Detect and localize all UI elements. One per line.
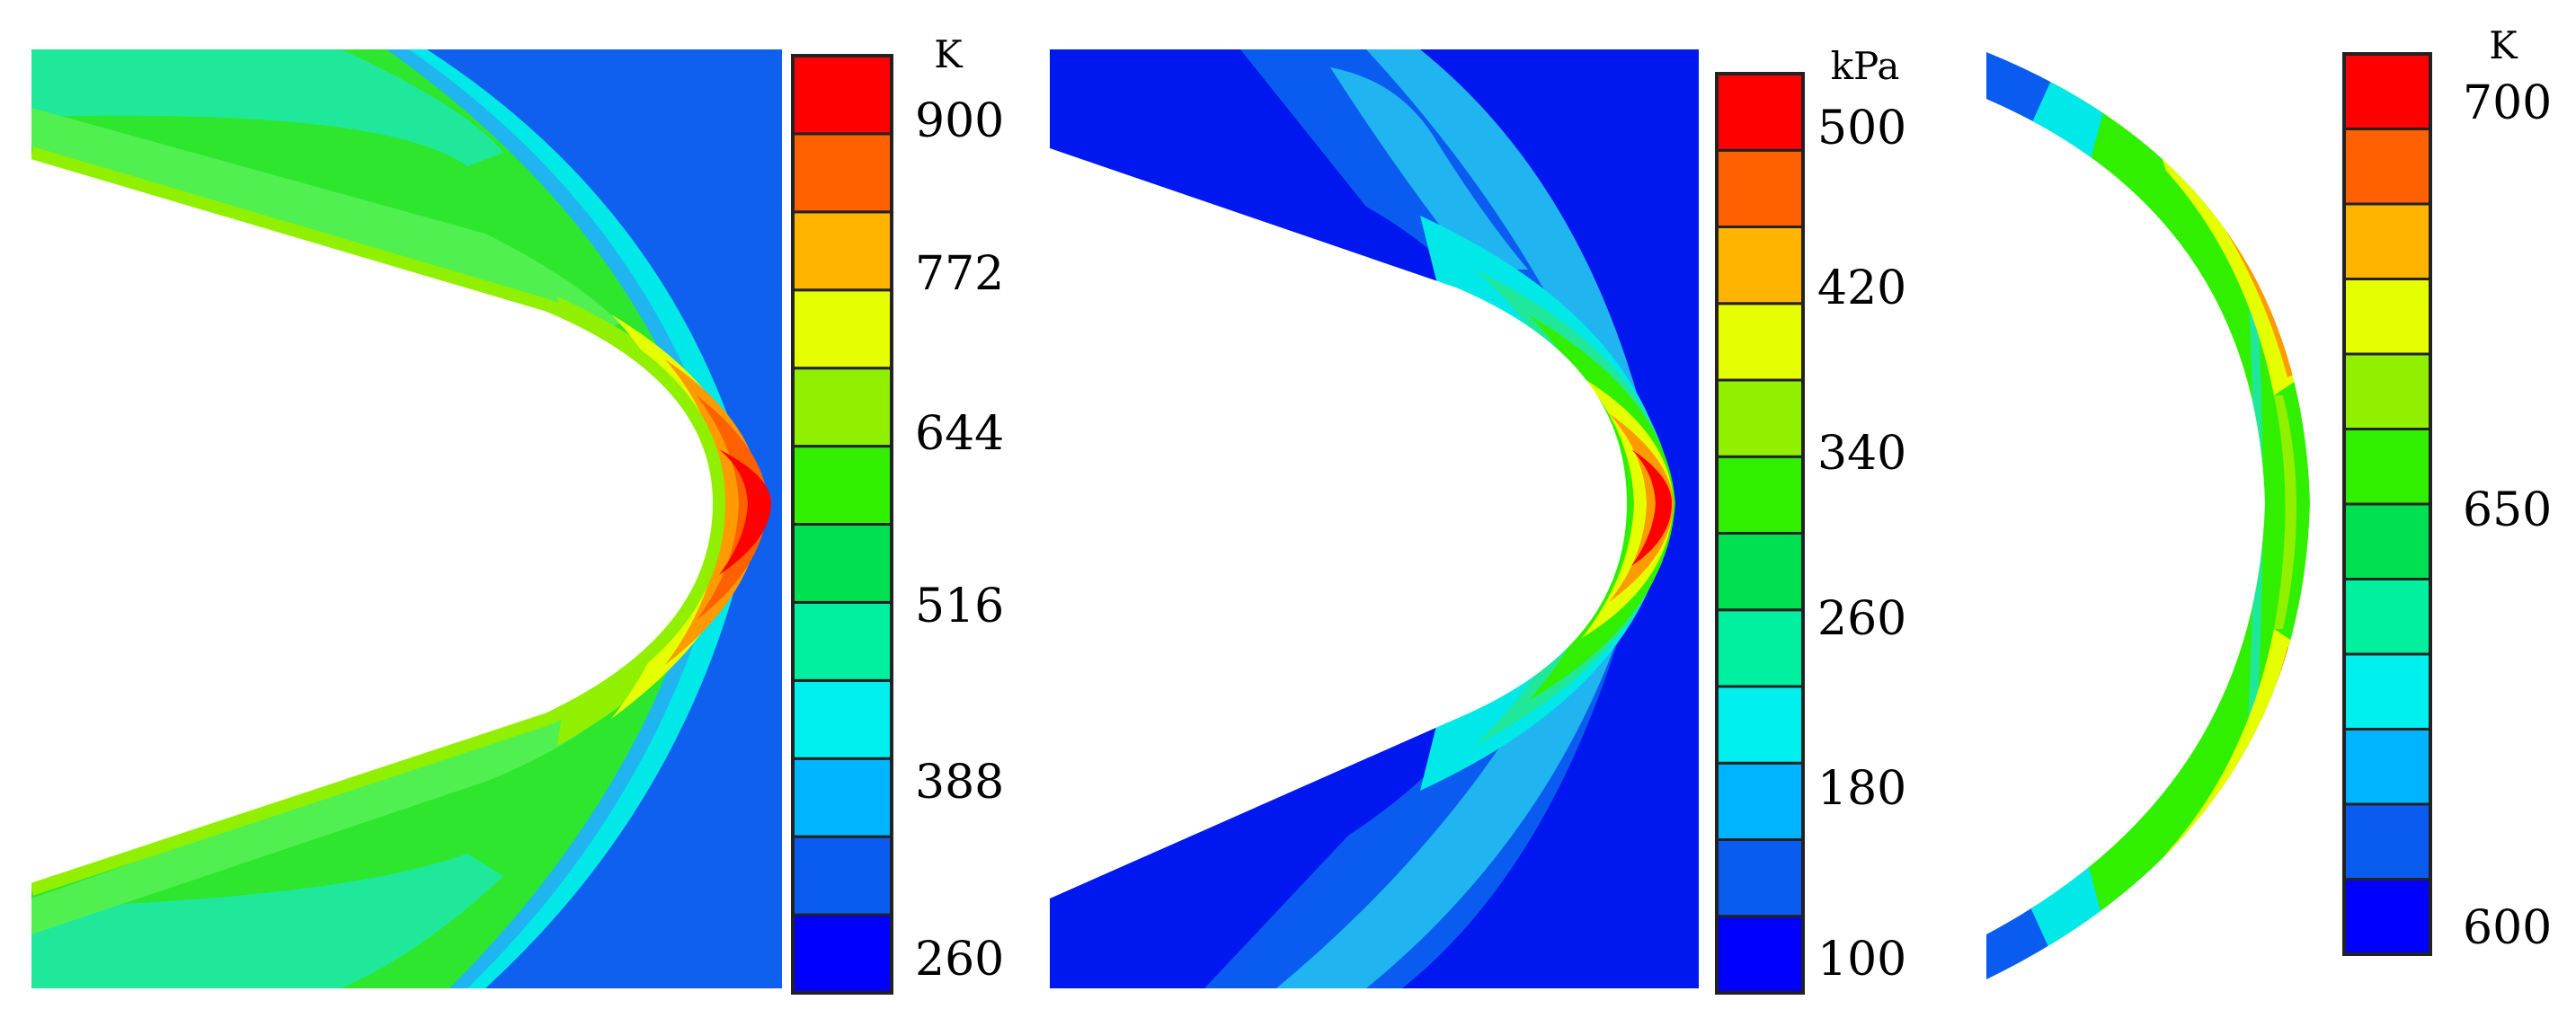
temperature-colorbar-swatch: [791, 445, 893, 527]
wall-temperature-colorbar-swatch: [2342, 428, 2432, 506]
temperature-tick-388: 388: [915, 756, 1004, 810]
pressure-tick-180: 180: [1817, 762, 1906, 816]
temperature-colorbar-swatch: [791, 600, 893, 682]
wall-temperature-colorbar-swatch: [2342, 202, 2432, 280]
pressure-yellow-layer: [1582, 377, 1674, 638]
temperature-colorbar-swatch: [791, 835, 893, 916]
pressure-colorbar-swatch: [1715, 226, 1805, 305]
pressure-colorbar-swatch: [1715, 761, 1805, 841]
temperature-light-green-upper: [31, 108, 620, 341]
pressure-colorbar-swatch: [1715, 838, 1805, 918]
pressure-tick-100: 100: [1817, 933, 1906, 987]
temperature-colorbar-swatch: [791, 132, 893, 214]
pressure-colorbar-swatch: [1715, 378, 1805, 458]
wall-tick-600: 600: [2463, 901, 2552, 955]
temperature-tick-644: 644: [915, 407, 1004, 461]
pressure-colorbar: kPa 500 420 340 260 180 100: [1715, 44, 1906, 995]
temperature-tick-772: 772: [915, 247, 1004, 301]
wall-temperature-colorbar-swatch: [2342, 352, 2432, 430]
pressure-shock-band-top-2: [1330, 67, 1528, 270]
wall-temperature-colorbar-swatch: [2342, 578, 2432, 656]
temperature-tick-516: 516: [915, 580, 1004, 633]
temperature-tick-260: 260: [915, 933, 1004, 987]
wall-temperature-colorbar-swatch: [2342, 728, 2432, 806]
temperature-aqua-region-top: [31, 49, 503, 166]
wall-tick-700: 700: [2463, 76, 2552, 130]
wall-temperature-colorbar-frame: [2342, 52, 2432, 956]
pressure-colorbar-swatches: [1715, 72, 1805, 995]
pressure-contour-plot: [1050, 49, 1699, 988]
pressure-inner-hollow: [1050, 148, 1627, 899]
pressure-colorbar-swatch: [1715, 608, 1805, 688]
wall-temperature-colorbar-swatch: [2342, 878, 2432, 956]
temperature-colorbar: K 900 772 644 516 388 260: [791, 32, 1004, 995]
pressure-tick-500: 500: [1817, 102, 1906, 155]
wall-temperature-colorbar-swatch: [2342, 52, 2432, 130]
temperature-colorbar-swatch: [791, 913, 893, 995]
pressure-orange-layer: [1609, 413, 1674, 602]
pressure-colorbar-swatch: [1715, 915, 1805, 995]
wall-yellow-upper: [2157, 144, 2301, 395]
pressure-colorbar-swatch: [1715, 72, 1805, 152]
temperature-inner-lining: [31, 146, 726, 896]
pressure-colorbar-swatch: [1715, 455, 1805, 535]
temperature-inner-hollow: [31, 153, 719, 890]
pressure-colorbar-swatch: [1715, 148, 1805, 228]
pressure-red-core: [1631, 449, 1672, 566]
wall-temperature-colorbar: K 700 650 600: [2342, 23, 2552, 956]
temperature-aqua-region-bottom: [31, 854, 503, 988]
temperature-colorbar-swatch: [791, 523, 893, 604]
temperature-colorbar-swatch: [791, 54, 893, 136]
wall-temperature-colorbar-swatch: [2342, 502, 2432, 580]
pressure-colorbar-frame: [1715, 72, 1805, 995]
pressure-tick-340: 340: [1817, 427, 1906, 481]
wall-temperature-colorbar-swatches: [2342, 52, 2432, 956]
wall-temperature-colorbar-swatch: [2342, 128, 2432, 206]
pressure-green-layer: [1528, 314, 1675, 701]
wall-temperature-contour-plot: [1986, 52, 2310, 979]
temperature-colorbar-swatches: [791, 54, 893, 995]
wall-temperature-colorbar-swatch: [2342, 802, 2432, 881]
wall-yellow-lower: [2157, 629, 2301, 881]
pressure-unit-label: kPa: [1831, 44, 1900, 88]
temperature-colorbar-swatch: [791, 678, 893, 760]
temperature-colorbar-swatch: [791, 367, 893, 448]
wall-green-base: [1986, 52, 2310, 979]
pressure-tick-420: 420: [1817, 261, 1906, 315]
wall-yellowgreen-mid: [2274, 395, 2296, 629]
wall-orange-upper: [2175, 153, 2305, 377]
wall-temperature-colorbar-swatch: [2342, 278, 2432, 356]
pressure-colorbar-swatch: [1715, 685, 1805, 765]
pressure-colorbar-swatch: [1715, 532, 1805, 612]
pressure-aqua-layer: [1474, 270, 1674, 746]
wall-unit-label: K: [2489, 23, 2518, 67]
temperature-darkorange-band: [697, 395, 768, 620]
pressure-colorbar-swatch: [1715, 302, 1805, 382]
temperature-colorbar-swatch: [791, 757, 893, 838]
temperature-tick-900: 900: [915, 94, 1004, 148]
temperature-red-core: [719, 449, 771, 575]
wall-temperature-colorbar-swatch: [2342, 652, 2432, 730]
wall-tick-650: 650: [2463, 483, 2552, 537]
temperature-contour-plot: [31, 49, 782, 988]
temperature-colorbar-swatch: [791, 288, 893, 370]
temperature-colorbar-frame: [791, 54, 893, 995]
temperature-unit-label: K: [934, 32, 964, 76]
pressure-tick-260: 260: [1817, 592, 1906, 646]
temperature-colorbar-swatch: [791, 210, 893, 292]
